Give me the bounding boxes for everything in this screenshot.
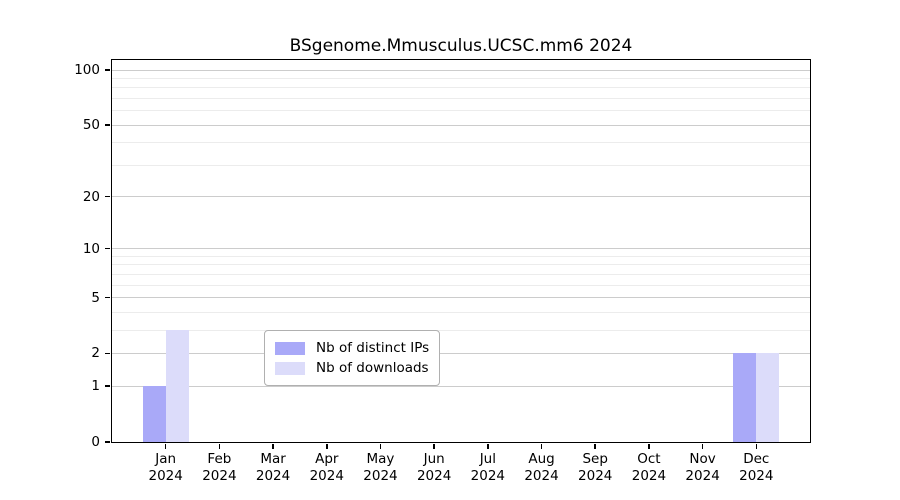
plot-area: 0 1 2 5 10 20 50 100 Jan 2024 Feb 2024 Mar 2024 Apr 202… [74,59,811,484]
x-tick-mark [164,444,167,449]
gridline [112,311,810,313]
y-tick-label: 1 [91,378,100,395]
x-tick-month: Oct [637,451,661,467]
x-tick-mark [218,444,221,449]
x-tick-month: Mar [260,451,286,467]
y-tick-mark [105,441,110,443]
x-tick-mark [326,444,328,449]
legend-swatch [275,361,305,375]
gridline [112,87,810,89]
x-tick-year: 2024 [524,468,559,484]
gridline [112,284,810,286]
x-tick-label: Aug 2024 [514,451,570,485]
gridline [112,77,810,79]
legend-item: Nb of downloads [275,358,429,378]
x-tick-year: 2024 [416,468,452,484]
x-tick-year: 2024 [309,468,344,484]
x-tick-label: Jul 2024 [460,451,516,485]
y-tick-label: 0 [91,434,100,450]
x-tick-label: Oct 2024 [621,451,677,485]
x-tick-year: 2024 [202,468,237,484]
x-tick-month: Nov [689,451,716,467]
y-tick-label: 20 [82,188,100,205]
x-tick-label: Apr 2024 [299,451,355,485]
gridline [112,329,810,331]
x-tick-mark [487,444,489,449]
x-tick-label: May 2024 [352,451,408,485]
y-tick-label: 50 [82,117,100,134]
gridline [112,297,810,299]
x-tick-year: 2024 [631,468,667,484]
gridline [112,69,810,71]
gridline [112,196,810,198]
x-tick-label: Sep 2024 [567,451,623,485]
x-tick-label: Nov 2024 [675,451,731,485]
x-tick-year: 2024 [255,468,291,484]
y-tick-mark [105,69,110,71]
legend: Nb of distinct IPs Nb of downloads [264,330,441,386]
x-tick-mark [379,444,382,449]
x-tick-year: 2024 [578,468,613,484]
y-tick-mark [105,385,110,387]
x-tick-mark [648,444,650,449]
x-tick-month: Sep [582,451,608,467]
bar-distinct-ips [733,353,757,442]
y-tick-mark [105,247,110,250]
x-tick-label: Mar 2024 [245,451,301,485]
x-tick-label: Feb 2024 [191,451,247,485]
bar-downloads [165,330,189,442]
bar-distinct-ips [142,386,166,442]
legend-label: Nb of downloads [316,360,429,376]
x-tick-label: Jun 2024 [406,451,462,485]
gridline [112,255,810,257]
x-tick-month: Apr [315,451,339,467]
y-tick-mark [105,124,110,126]
x-tick-month: Dec [743,451,770,467]
x-tick-mark [755,444,758,449]
x-tick-month: Jul [479,451,496,467]
gridline [112,273,810,275]
x-tick-month: Aug [528,451,555,467]
x-tick-label: Jan 2024 [138,451,194,485]
gridline [112,248,810,250]
y-tick-label: 10 [82,240,100,257]
x-tick-year: 2024 [739,468,774,484]
x-tick-mark [594,444,596,449]
x-tick-mark [540,444,543,449]
x-tick-mark [433,444,435,449]
x-tick-month: Jan [155,451,177,467]
x-tick-label: Dec 2024 [728,451,784,485]
legend-item: Nb of distinct IPs [275,338,429,358]
y-tick-mark [105,352,110,355]
y-tick-label: 5 [91,289,100,306]
y-tick-label: 2 [91,345,100,362]
gridline [112,110,810,112]
gridline [112,124,810,126]
gridline [112,97,810,99]
bar-downloads [756,353,780,442]
x-tick-month: May [366,451,395,467]
x-tick-year: 2024 [470,468,506,484]
gridline [112,264,810,266]
y-tick-label: 100 [74,62,100,78]
gridline [112,164,810,166]
y-tick-mark [105,195,110,198]
y-tick-mark [105,296,110,299]
x-tick-year: 2024 [148,468,183,484]
x-tick-month: Feb [207,451,232,467]
legend-swatch [275,341,305,355]
x-tick-mark [272,444,274,449]
gridline [112,385,810,387]
x-tick-year: 2024 [685,468,720,484]
gridline [112,142,810,144]
chart-title: BSgenome.Mmusculus.UCSC.mm6 2024 [289,36,633,56]
x-tick-year: 2024 [363,468,398,484]
legend-label: Nb of distinct IPs [316,340,430,356]
x-tick-mark [701,444,704,449]
x-tick-month: Jun [423,451,445,467]
gridline [112,352,810,354]
